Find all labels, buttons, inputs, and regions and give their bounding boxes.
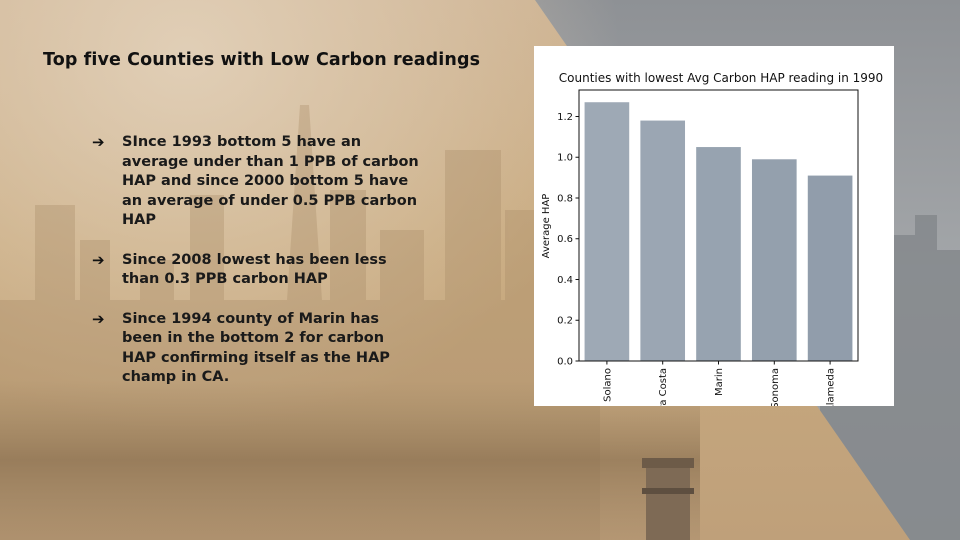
bullet-list: ➔ SInce 1993 bottom 5 have an average un… bbox=[92, 133, 422, 408]
y-ticks: 0.0 0.2 0.4 0.6 0.8 1.0 1.2 bbox=[557, 112, 579, 368]
bar-chart: Counties with lowest Avg Carbon HAP read… bbox=[541, 71, 883, 406]
y-tick-label: 1.2 bbox=[557, 112, 573, 123]
smokestack bbox=[642, 458, 694, 540]
y-tick-label: 0.0 bbox=[557, 357, 573, 368]
arrow-right-icon: ➔ bbox=[92, 309, 105, 328]
bar bbox=[696, 147, 741, 361]
bar bbox=[640, 120, 686, 362]
bar bbox=[807, 175, 853, 361]
y-tick-label: 1.0 bbox=[557, 153, 573, 164]
bar bbox=[751, 159, 797, 361]
y-tick-label: 0.8 bbox=[557, 193, 573, 204]
bar bbox=[584, 102, 630, 362]
bullet-text: Since 2008 lowest has been less than 0.3… bbox=[122, 251, 387, 288]
arrow-right-icon: ➔ bbox=[92, 250, 105, 269]
slide-title: Top five Counties with Low Carbon readin… bbox=[43, 50, 481, 70]
chart-title: Counties with lowest Avg Carbon HAP read… bbox=[559, 71, 883, 85]
x-tick-label: Solano bbox=[602, 368, 613, 402]
bullet-item: ➔ Since 2008 lowest has been less than 0… bbox=[92, 251, 422, 290]
bars-group bbox=[584, 102, 853, 362]
x-tick-label: Contra Costa bbox=[658, 368, 669, 406]
bullet-text: SInce 1993 bottom 5 have an average unde… bbox=[122, 134, 419, 228]
x-tick-label: Marin bbox=[714, 368, 725, 396]
bullet-item: ➔ SInce 1993 bottom 5 have an average un… bbox=[92, 133, 422, 231]
x-tick-label: Alameda bbox=[826, 368, 837, 406]
x-ticks: Solano Contra Costa Marin Sonoma Alameda bbox=[602, 361, 837, 406]
plot-frame bbox=[578, 89, 859, 362]
arrow-right-icon: ➔ bbox=[92, 133, 105, 151]
y-axis-label: Average HAP bbox=[541, 194, 552, 259]
y-tick-label: 0.4 bbox=[557, 275, 573, 286]
y-tick-label: 0.6 bbox=[557, 234, 573, 245]
bullet-item: ➔ Since 1994 county of Marin has been in… bbox=[92, 310, 422, 388]
bullet-text: Since 1994 county of Marin has been in t… bbox=[122, 310, 390, 386]
x-tick-label: Sonoma bbox=[770, 368, 781, 406]
y-tick-label: 0.2 bbox=[557, 316, 573, 327]
chart-panel: Counties with lowest Avg Carbon HAP read… bbox=[534, 46, 894, 406]
